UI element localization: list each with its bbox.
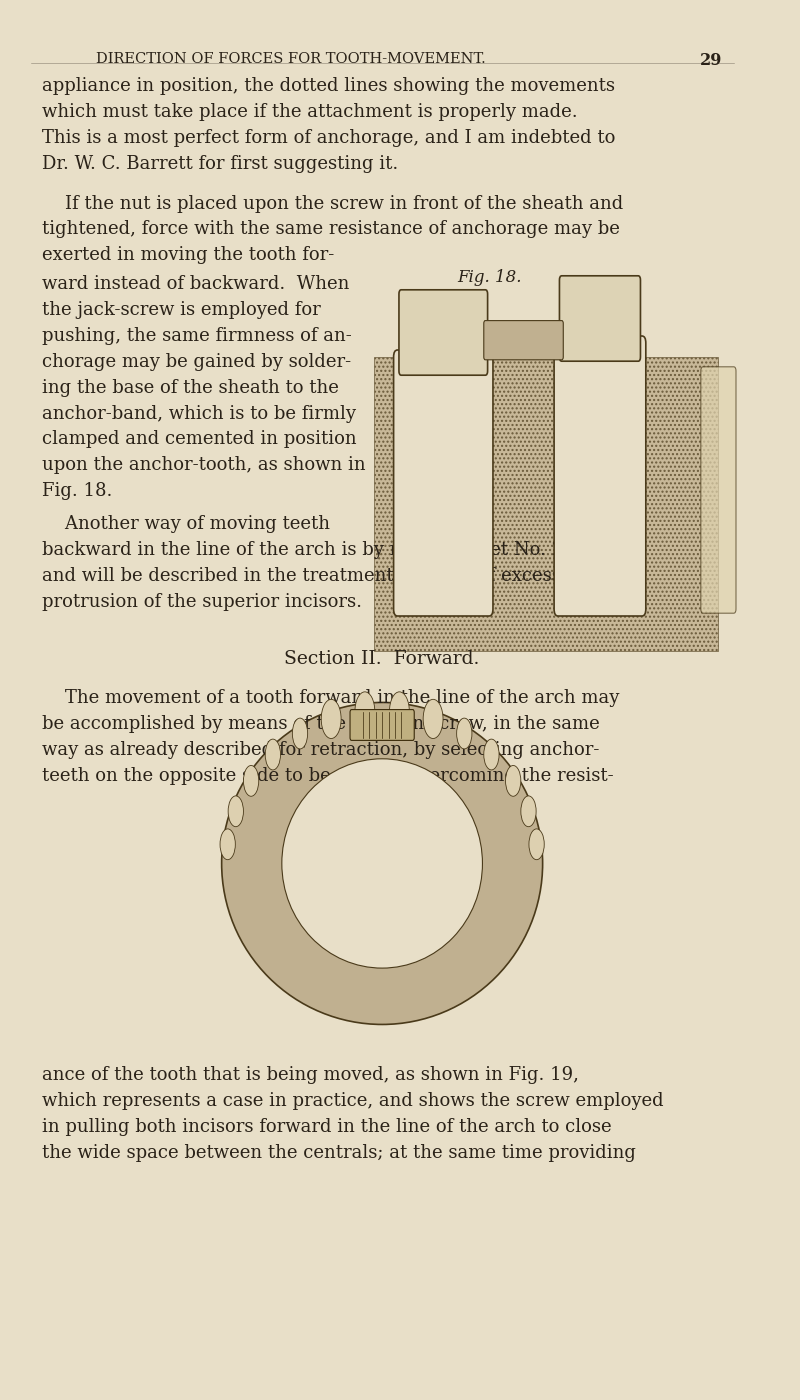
Text: the wide space between the centrals; at the same time providing: the wide space between the centrals; at …: [42, 1144, 636, 1162]
FancyBboxPatch shape: [399, 290, 488, 375]
Text: ance of the tooth that is being moved, as shown in Fig. 19,: ance of the tooth that is being moved, a…: [42, 1067, 579, 1085]
Text: The movement of a tooth forward in the line of the arch may: The movement of a tooth forward in the l…: [42, 689, 619, 707]
Text: exerted in moving the tooth for-: exerted in moving the tooth for-: [42, 246, 334, 265]
Text: the jack-screw is employed for: the jack-screw is employed for: [42, 301, 321, 319]
Ellipse shape: [390, 692, 410, 731]
Text: way as already described for retraction, by selecting anchor-: way as already described for retraction,…: [42, 741, 599, 759]
Ellipse shape: [529, 829, 544, 860]
Text: protrusion of the superior incisors.: protrusion of the superior incisors.: [42, 594, 362, 610]
Ellipse shape: [457, 718, 472, 749]
Text: which must take place if the attachment is properly made.: which must take place if the attachment …: [42, 104, 578, 120]
Text: Fig. 19.: Fig. 19.: [350, 818, 414, 836]
Text: If the nut is placed upon the screw in front of the sheath and: If the nut is placed upon the screw in f…: [42, 195, 623, 213]
FancyBboxPatch shape: [350, 710, 414, 741]
Text: Section II.  Forward.: Section II. Forward.: [285, 650, 480, 668]
Ellipse shape: [243, 766, 258, 797]
Text: Dr. W. C. Barrett for first suggesting it.: Dr. W. C. Barrett for first suggesting i…: [42, 155, 398, 172]
Ellipse shape: [355, 692, 375, 731]
Text: upon the anchor-tooth, as shown in: upon the anchor-tooth, as shown in: [42, 456, 366, 475]
Text: ward instead of backward.  When: ward instead of backward. When: [42, 274, 350, 293]
Text: and will be described in the treatment of cases of excessive: and will be described in the treatment o…: [42, 567, 587, 585]
Ellipse shape: [228, 795, 243, 826]
Text: clamped and cemented in position: clamped and cemented in position: [42, 431, 357, 448]
Text: This is a most perfect form of anchorage, and I am indebted to: This is a most perfect form of anchorage…: [42, 129, 615, 147]
Text: be accomplished by means of the traction-screw, in the same: be accomplished by means of the traction…: [42, 715, 600, 734]
Text: pushing, the same firmness of an-: pushing, the same firmness of an-: [42, 328, 352, 344]
Ellipse shape: [484, 739, 499, 770]
Ellipse shape: [322, 700, 341, 739]
Ellipse shape: [506, 766, 521, 797]
Text: Fig. 18.: Fig. 18.: [42, 482, 113, 500]
Ellipse shape: [292, 718, 308, 749]
FancyBboxPatch shape: [559, 276, 641, 361]
Text: Another way of moving teeth: Another way of moving teeth: [42, 515, 330, 533]
Text: tightened, force with the same resistance of anchorage may be: tightened, force with the same resistanc…: [42, 220, 620, 238]
FancyBboxPatch shape: [394, 350, 493, 616]
Ellipse shape: [222, 703, 542, 1025]
Text: 29: 29: [700, 52, 722, 69]
Text: backward in the line of the arch is by means of Set No. 2,: backward in the line of the arch is by m…: [42, 540, 569, 559]
Text: DIRECTION OF FORCES FOR TOOTH-MOVEMENT.: DIRECTION OF FORCES FOR TOOTH-MOVEMENT.: [95, 52, 486, 66]
FancyBboxPatch shape: [701, 367, 736, 613]
FancyBboxPatch shape: [554, 336, 646, 616]
Text: anchor-band, which is to be firmly: anchor-band, which is to be firmly: [42, 405, 356, 423]
Text: in pulling both incisors forward in the line of the arch to close: in pulling both incisors forward in the …: [42, 1119, 612, 1137]
Text: Fig. 18.: Fig. 18.: [457, 269, 522, 287]
Text: which represents a case in practice, and shows the screw employed: which represents a case in practice, and…: [42, 1092, 664, 1110]
Text: chorage may be gained by solder-: chorage may be gained by solder-: [42, 353, 351, 371]
Ellipse shape: [521, 795, 536, 826]
FancyBboxPatch shape: [484, 321, 563, 360]
Text: appliance in position, the dotted lines showing the movements: appliance in position, the dotted lines …: [42, 77, 615, 95]
Text: teeth on the opposite side to be used in overcoming the resist-: teeth on the opposite side to be used in…: [42, 767, 614, 785]
Text: ing the base of the sheath to the: ing the base of the sheath to the: [42, 378, 339, 396]
FancyBboxPatch shape: [367, 301, 726, 651]
Ellipse shape: [220, 829, 235, 860]
FancyBboxPatch shape: [374, 357, 718, 651]
Ellipse shape: [266, 739, 281, 770]
Ellipse shape: [423, 700, 443, 739]
Ellipse shape: [282, 759, 482, 969]
